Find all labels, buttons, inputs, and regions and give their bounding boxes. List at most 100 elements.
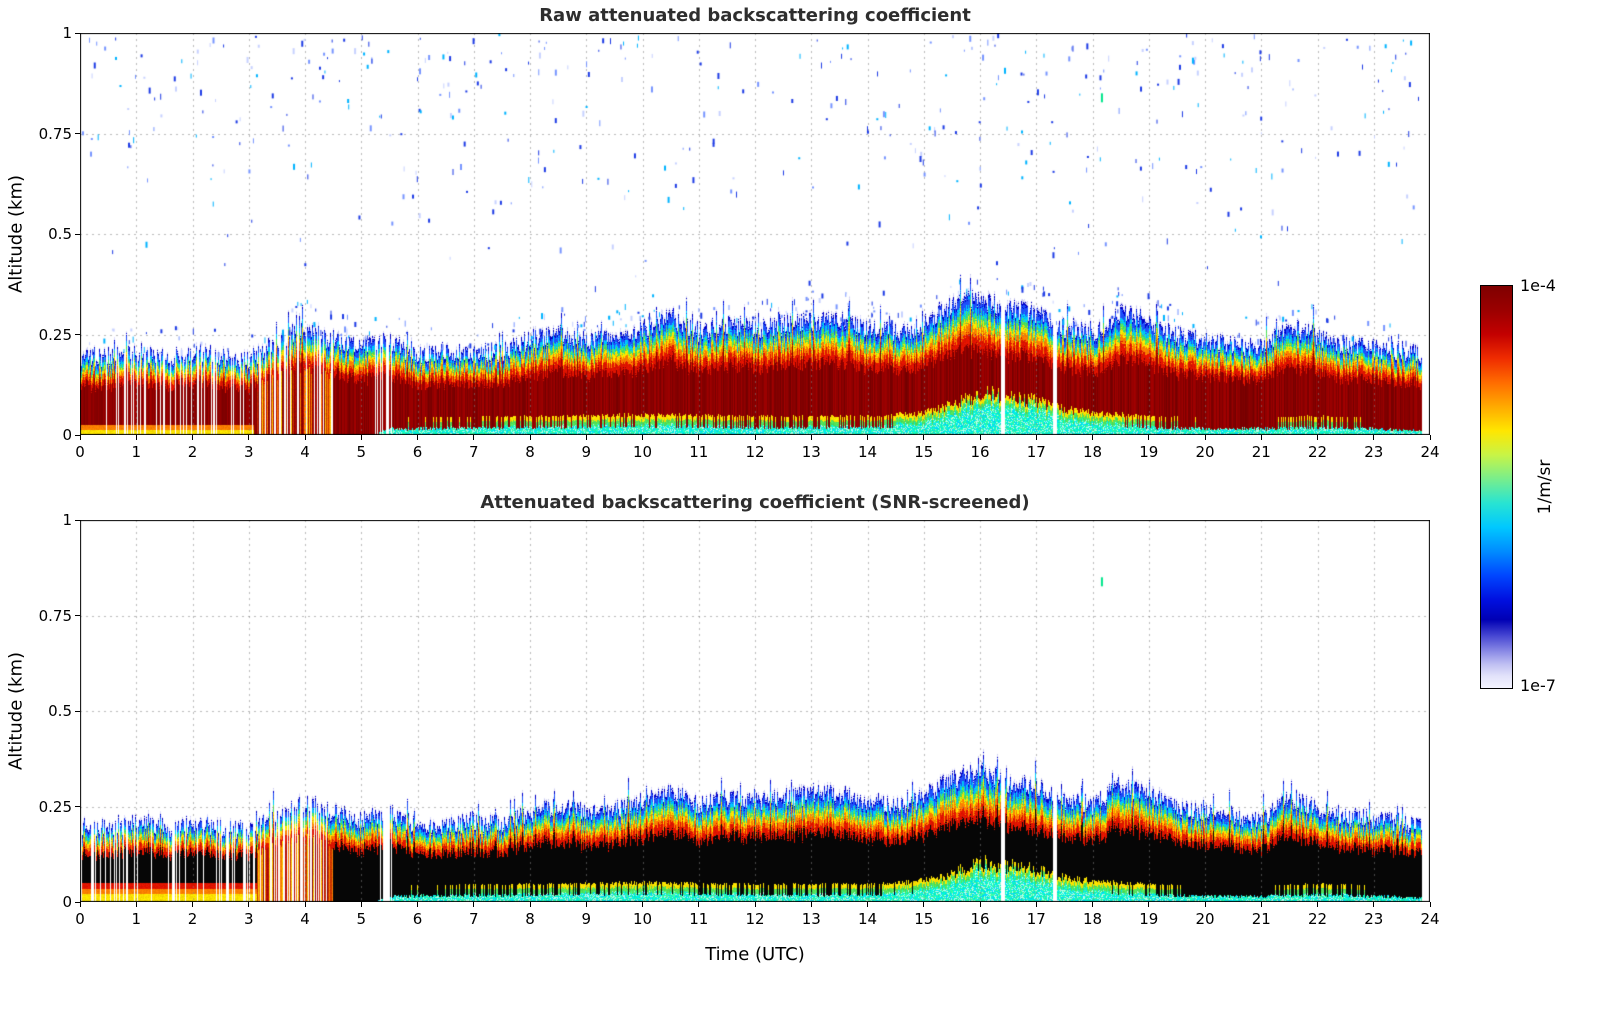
x-tick (360, 435, 362, 440)
x-tick (979, 902, 981, 907)
y-tick (75, 334, 80, 335)
x-tick-label: 4 (300, 443, 310, 461)
x-tick (979, 435, 981, 440)
x-tick (192, 435, 193, 440)
x-tick-label: 14 (857, 910, 878, 928)
y-tick-label: 0.5 (48, 702, 72, 720)
x-tick (248, 435, 250, 440)
y-tick (75, 133, 80, 134)
x-tick-label: 18 (1082, 910, 1103, 928)
x-tick-label: 12 (745, 910, 765, 928)
x-tick (867, 902, 868, 907)
x-tick (1317, 902, 1318, 907)
x-tick (1429, 902, 1431, 907)
x-tick (923, 902, 925, 907)
screened-heatmap-canvas (80, 520, 1430, 902)
x-tick-label: 22 (1307, 910, 1328, 928)
screened-plot-title: Attenuated backscattering coefficient (S… (480, 492, 1030, 513)
x-tick (473, 435, 475, 440)
x-tick-label: 21 (1251, 910, 1271, 928)
x-tick (810, 435, 812, 440)
x-tick-label: 9 (581, 910, 592, 928)
y-tick (75, 615, 80, 616)
y-tick-label: 0 (62, 893, 72, 911)
x-tick-label: 22 (1307, 443, 1328, 461)
x-tick (79, 902, 81, 907)
x-tick-label: 7 (468, 910, 479, 928)
x-tick-label: 11 (689, 443, 709, 461)
x-tick-label: 11 (689, 910, 709, 928)
x-tick-label: 14 (857, 443, 878, 461)
x-tick-label: 6 (412, 910, 423, 928)
y-tick-label: 0.75 (38, 124, 72, 143)
y-tick (75, 434, 80, 436)
colorbar-unit-label: 1/m/sr (1535, 459, 1555, 515)
x-tick (1035, 435, 1037, 440)
x-tick (1148, 435, 1150, 440)
y-tick (75, 32, 80, 34)
colorbar-max-label: 1e-4 (1520, 276, 1556, 295)
x-tick-label: 7 (468, 443, 479, 461)
x-tick-label: 2 (187, 910, 198, 928)
x-tick-label: 4 (300, 910, 310, 928)
x-tick-label: 2 (187, 443, 198, 461)
x-tick (192, 902, 193, 907)
x-tick (79, 435, 81, 440)
y-tick (75, 519, 80, 521)
x-tick-label: 15 (914, 443, 934, 461)
x-tick-label: 0 (75, 910, 85, 928)
x-tick (1092, 902, 1093, 907)
colorbar-gradient (1481, 286, 1512, 688)
x-tick (529, 902, 531, 907)
x-tick-label: 17 (1026, 443, 1046, 461)
x-tick (304, 435, 306, 440)
x-tick-label: 10 (632, 443, 653, 461)
x-tick-label: 16 (970, 910, 990, 928)
x-tick-label: 10 (632, 910, 653, 928)
y-tick-label: 0.5 (48, 225, 72, 243)
x-tick-label: 15 (914, 910, 934, 928)
x-tick-label: 8 (525, 910, 535, 928)
x-tick (1260, 435, 1262, 440)
x-tick-label: 12 (745, 443, 765, 461)
x-tick (1373, 435, 1375, 440)
x-tick-label: 23 (1364, 443, 1384, 461)
x-tick (1317, 435, 1318, 440)
x-tick (754, 902, 756, 907)
y-tick-label: 0.25 (38, 797, 72, 816)
x-tick-label: 16 (970, 443, 990, 461)
x-tick-label: 5 (356, 910, 367, 928)
x-tick (1092, 435, 1093, 440)
x-tick-label: 23 (1364, 910, 1384, 928)
y-tick-label: 0.25 (38, 325, 72, 344)
x-tick (304, 902, 306, 907)
x-tick (1429, 435, 1431, 440)
x-tick-label: 17 (1026, 910, 1046, 928)
x-tick (1204, 902, 1206, 907)
x-tick (135, 902, 137, 907)
x-axis-label: Time (UTC) (705, 944, 805, 965)
raw-heatmap-canvas (80, 33, 1430, 435)
x-tick-label: 6 (412, 443, 423, 461)
screened-backscatter-plot: Attenuated backscattering coefficient (S… (6, 492, 1440, 965)
x-tick (248, 902, 250, 907)
x-tick (810, 902, 812, 907)
x-tick (135, 435, 137, 440)
x-tick-label: 20 (1195, 910, 1215, 928)
x-tick (1148, 902, 1150, 907)
x-tick (923, 435, 925, 440)
raw-backscatter-plot: Raw attenuated backscattering coefficien… (6, 5, 1440, 461)
x-tick (642, 902, 643, 907)
x-tick-label: 19 (1139, 443, 1159, 461)
x-tick (1204, 435, 1206, 440)
y-tick-label: 0.75 (38, 606, 72, 625)
y-tick (75, 233, 80, 235)
x-tick-label: 24 (1420, 910, 1440, 928)
x-tick (867, 435, 868, 440)
x-tick (417, 435, 418, 440)
x-tick (754, 435, 756, 440)
x-tick-label: 9 (581, 443, 592, 461)
colorbar (1480, 285, 1513, 689)
x-tick (585, 435, 587, 440)
